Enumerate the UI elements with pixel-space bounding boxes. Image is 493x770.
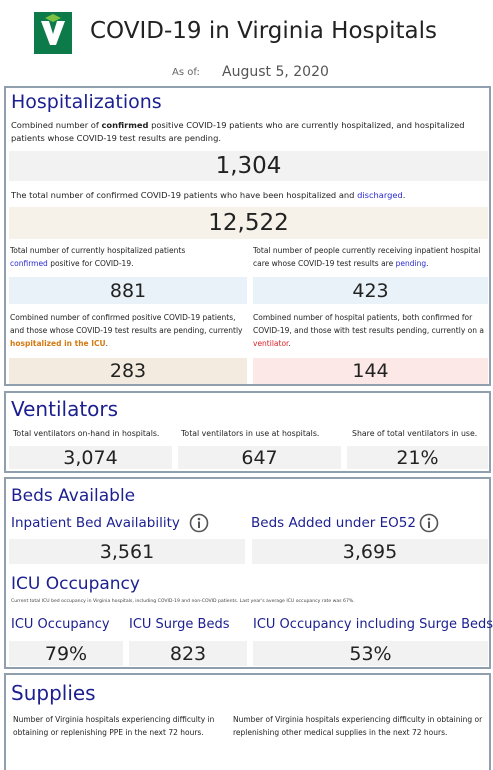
supplies-panel: Supplies Number of Virginia hospitals ex… xyxy=(4,673,491,770)
text: Combined number of confirmed positive CO… xyxy=(10,313,243,335)
value: 283 xyxy=(9,358,247,384)
text: Total number of people currently receivi… xyxy=(253,246,481,268)
text: . xyxy=(105,339,109,348)
value: 3,561 xyxy=(9,539,245,564)
title: COVID-19 in Virginia Hospitals xyxy=(90,18,437,44)
text: confirmed xyxy=(101,120,149,130)
text: Combined number of xyxy=(11,120,102,130)
label: ICU Occupancy xyxy=(11,617,110,632)
info-icon[interactable] xyxy=(189,513,209,533)
description: Combined number of confirmed positive CO… xyxy=(11,119,481,145)
logo xyxy=(34,12,72,54)
text: . xyxy=(288,339,291,348)
text: positive COVID-19 patients who are curre… xyxy=(11,120,465,143)
text: Total number of currently hospitalized p… xyxy=(10,246,186,255)
label: Share of total ventilators in use. xyxy=(352,429,478,438)
value: 53% xyxy=(253,641,488,666)
label: ICU Surge Beds xyxy=(129,617,230,632)
section-title: Supplies xyxy=(11,681,96,705)
description: Combined number of confirmed positive CO… xyxy=(10,311,248,350)
text: discharged xyxy=(357,190,403,200)
description: Total number of currently hospitalized p… xyxy=(10,244,210,270)
text: hospitalized in the ICU xyxy=(10,339,106,348)
hospitalizations-panel: Hospitalizations Combined number of conf… xyxy=(4,86,491,386)
value: 3,695 xyxy=(252,539,488,564)
label: ICU Occupancy including Surge Beds xyxy=(253,617,493,632)
label: Total ventilators on-hand in hospitals. xyxy=(13,429,160,438)
text: positive for COVID-19. xyxy=(47,259,134,268)
description: Combined number of hospital patients, bo… xyxy=(253,311,489,350)
beds-panel: Beds Available Inpatient Bed Availabilit… xyxy=(4,477,493,669)
value: 3,074 xyxy=(9,446,172,469)
text: The total number of confirmed COVID-19 p… xyxy=(11,190,358,200)
ventilators-panel: Ventilators Total ventilators on-hand in… xyxy=(4,391,491,473)
section-title: Hospitalizations xyxy=(11,91,162,113)
value: 21% xyxy=(347,446,488,469)
value: 423 xyxy=(253,277,488,304)
section-title: Beds Available xyxy=(11,486,136,506)
text: . xyxy=(426,259,429,268)
text: ventilator xyxy=(253,339,289,348)
value: 12,522 xyxy=(9,207,488,239)
description: Number of Virginia hospitals experiencin… xyxy=(233,715,483,737)
text: confirmed xyxy=(10,259,48,268)
section-title: Ventilators xyxy=(11,397,119,421)
label: Total ventilators in use at hospitals. xyxy=(181,429,320,438)
label: Beds Added under EO52 xyxy=(251,515,416,531)
value: 144 xyxy=(253,358,488,384)
description: The total number of confirmed COVID-19 p… xyxy=(11,189,489,202)
text: . xyxy=(402,190,406,200)
description: Total number of people currently receivi… xyxy=(253,244,489,270)
text: pending xyxy=(395,259,427,268)
as-of-label: As of: xyxy=(172,67,200,78)
description: Number of Virginia hospitals experiencin… xyxy=(13,715,215,737)
value: 79% xyxy=(9,641,123,666)
text: Combined number of hospital patients, bo… xyxy=(253,313,484,335)
section-title: ICU Occupancy xyxy=(11,574,140,594)
note: Current total ICU bed occupancy in Virgi… xyxy=(11,599,355,604)
label: Inpatient Bed Availability xyxy=(11,515,180,531)
value: 1,304 xyxy=(9,151,488,181)
date: August 5, 2020 xyxy=(222,64,329,80)
info-icon[interactable] xyxy=(419,513,439,533)
value: 881 xyxy=(9,277,247,304)
value: 823 xyxy=(129,641,247,666)
value: 647 xyxy=(178,446,341,469)
